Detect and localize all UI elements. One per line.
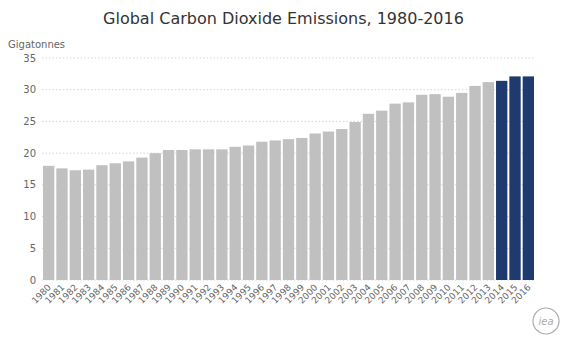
bar — [96, 165, 107, 280]
logo-circle — [533, 308, 559, 334]
y-tick-label: 5 — [30, 243, 36, 254]
bar — [403, 102, 414, 280]
bar — [336, 129, 347, 280]
bar — [216, 149, 227, 280]
bar — [203, 149, 214, 280]
grid-line — [42, 89, 535, 90]
bar — [389, 104, 400, 280]
y-tick-label: 35 — [23, 53, 36, 64]
bar — [349, 122, 360, 280]
bar — [469, 86, 480, 280]
y-tick-label: 10 — [23, 211, 36, 222]
bar — [70, 170, 81, 280]
bar — [256, 142, 267, 280]
bars — [43, 76, 534, 280]
chart: Global Carbon Dioxide Emissions, 1980-20… — [0, 0, 567, 340]
y-tick-label: 0 — [30, 275, 36, 286]
bar — [163, 150, 174, 280]
bar — [496, 81, 507, 280]
bar — [243, 146, 254, 280]
bar — [176, 150, 187, 280]
bar — [270, 140, 281, 280]
y-tick-label: 20 — [23, 148, 36, 159]
bar — [429, 94, 440, 280]
y-tick-label: 15 — [23, 179, 36, 190]
bar — [150, 153, 161, 280]
bar — [376, 111, 387, 280]
bar — [523, 76, 534, 280]
bar — [110, 163, 121, 280]
y-tick-label: 25 — [23, 116, 36, 127]
bar — [509, 76, 520, 280]
bar — [56, 168, 67, 280]
grid — [42, 58, 535, 280]
bar — [483, 82, 494, 280]
bar — [136, 158, 147, 280]
bar — [123, 161, 134, 280]
grid-line — [42, 58, 535, 59]
bar — [363, 114, 374, 280]
bar — [230, 147, 241, 280]
logo-text: iea — [538, 316, 553, 327]
y-tick-label: 30 — [23, 84, 36, 95]
bar — [443, 97, 454, 280]
bar — [309, 133, 320, 280]
title: Global Carbon Dioxide Emissions, 1980-20… — [103, 9, 464, 28]
bar — [296, 138, 307, 280]
bar — [323, 132, 334, 280]
bar — [83, 170, 94, 280]
bar — [456, 93, 467, 280]
bar — [190, 149, 201, 280]
y-axis-label: Gigatonnes — [8, 39, 65, 50]
bar — [43, 166, 54, 280]
bar — [283, 139, 294, 280]
x-tick-label: 2016 — [509, 282, 532, 305]
bar — [416, 95, 427, 280]
